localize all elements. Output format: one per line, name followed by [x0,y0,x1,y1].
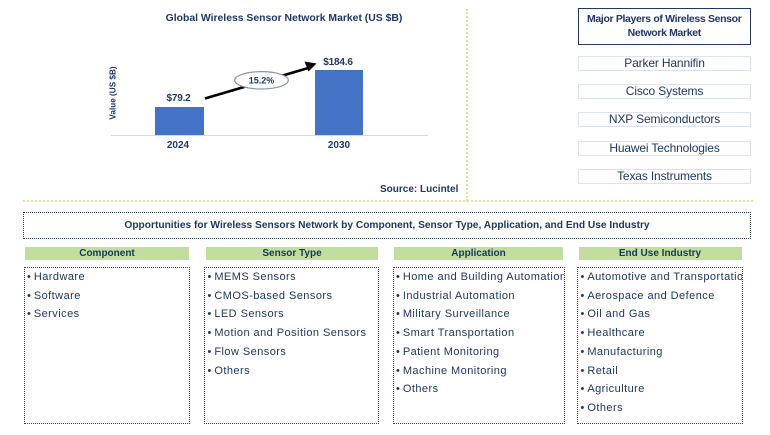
svg-text:15.2%: 15.2% [249,76,275,86]
